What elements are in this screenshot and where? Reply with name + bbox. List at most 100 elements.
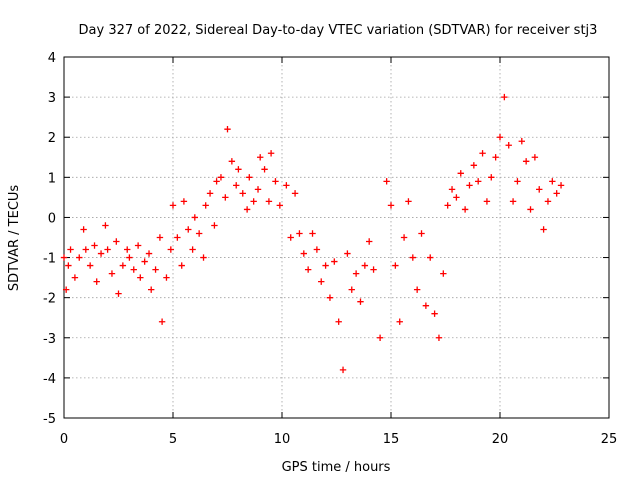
data-point <box>461 206 469 213</box>
data-point <box>431 310 438 317</box>
data-point <box>518 138 525 145</box>
axis-ticks: 0 5 10 15 20 25 -5 -4 -3 -2 -1 0 1 2 3 4 <box>43 51 617 447</box>
data-point <box>222 194 229 201</box>
data-point <box>509 198 517 205</box>
data-point <box>211 222 218 229</box>
data-point <box>304 266 312 273</box>
data-point <box>309 230 316 237</box>
data-point <box>453 194 460 201</box>
data-point <box>228 158 236 165</box>
data-point <box>392 262 399 269</box>
y-tick-label: 0 <box>48 211 56 226</box>
data-point <box>357 298 364 305</box>
x-tick-label: 5 <box>169 432 177 447</box>
data-point <box>250 198 257 205</box>
data-point <box>113 238 120 245</box>
data-point <box>448 186 456 193</box>
data-point <box>202 202 209 209</box>
data-point <box>544 198 552 205</box>
data-point <box>531 154 539 161</box>
data-point <box>361 262 369 269</box>
data-point <box>195 230 203 237</box>
data-point <box>97 250 105 257</box>
data-point <box>283 182 290 189</box>
data-point <box>104 246 111 253</box>
data-point <box>152 266 159 273</box>
y-tick-label: 2 <box>48 131 56 146</box>
data-point <box>158 318 166 325</box>
x-axis-label: GPS time / hours <box>282 460 391 475</box>
data-point <box>124 246 131 253</box>
data-point <box>243 206 251 213</box>
data-point <box>536 186 543 193</box>
data-point <box>387 202 395 209</box>
data-point <box>200 254 207 261</box>
data-point <box>313 246 321 253</box>
data-point <box>80 226 87 233</box>
data-point <box>235 166 242 173</box>
y-tick-label: 4 <box>48 51 56 66</box>
data-point <box>296 230 303 237</box>
data-point <box>339 366 347 374</box>
data-point <box>174 234 181 241</box>
y-tick-label: 1 <box>48 171 56 186</box>
data-point <box>483 198 491 205</box>
data-point <box>71 274 79 281</box>
data-point <box>348 286 355 293</box>
data-point <box>488 174 495 181</box>
data-point <box>376 334 384 341</box>
x-tick-label: 15 <box>383 432 400 447</box>
data-point <box>457 170 464 177</box>
data-point <box>276 202 284 209</box>
data-point <box>272 178 279 185</box>
data-point <box>163 274 170 281</box>
data-point <box>435 334 443 341</box>
data-points <box>60 93 565 374</box>
data-point <box>257 154 264 161</box>
y-tick-label: -5 <box>43 412 56 427</box>
grid <box>64 57 609 418</box>
data-point <box>540 226 547 233</box>
data-point <box>287 234 294 241</box>
y-tick-label: -2 <box>43 292 56 307</box>
data-point <box>331 258 338 265</box>
data-point <box>322 262 329 269</box>
y-tick-label: -4 <box>43 372 56 387</box>
data-point <box>444 202 451 209</box>
y-tick-label: -1 <box>43 252 56 267</box>
data-point <box>233 182 240 189</box>
data-point <box>213 178 220 185</box>
data-point <box>400 234 408 241</box>
data-point <box>366 238 373 245</box>
data-point <box>522 158 530 165</box>
data-point <box>413 286 421 293</box>
data-point <box>501 93 508 101</box>
data-point <box>156 234 164 241</box>
data-point <box>422 302 430 309</box>
data-point <box>352 270 360 277</box>
x-tick-label: 20 <box>492 432 509 447</box>
data-point <box>86 262 94 269</box>
data-point <box>169 202 177 209</box>
data-point <box>224 126 231 133</box>
data-point <box>65 262 72 269</box>
data-point <box>76 254 83 261</box>
data-point <box>115 290 122 297</box>
data-point <box>318 278 325 285</box>
data-point <box>475 178 482 185</box>
data-point <box>553 190 560 197</box>
data-point <box>326 294 334 301</box>
data-point <box>505 142 512 149</box>
data-point <box>405 198 412 205</box>
data-point <box>261 166 268 173</box>
data-point <box>466 182 473 189</box>
data-point <box>148 286 155 293</box>
data-point <box>119 262 127 269</box>
data-point <box>239 190 246 197</box>
data-point <box>60 254 68 261</box>
data-point <box>217 174 225 181</box>
data-point <box>492 154 499 161</box>
data-point <box>470 162 478 169</box>
x-tick-label: 10 <box>274 432 291 447</box>
